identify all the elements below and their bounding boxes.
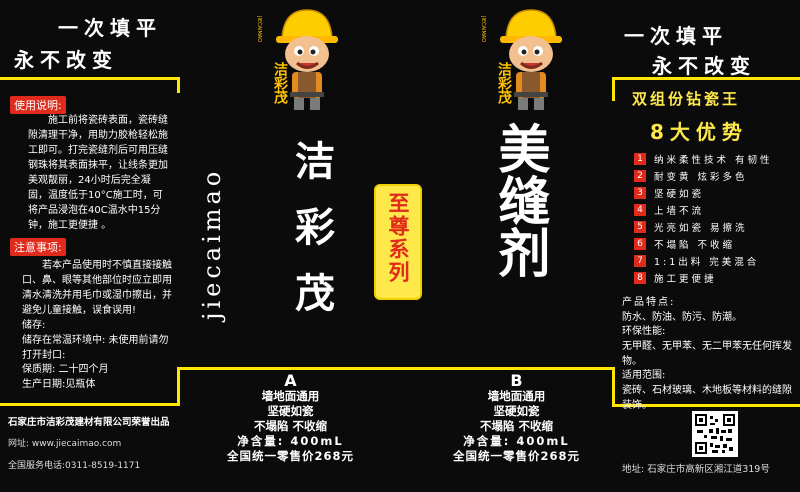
slogan-line1-left: 一次填平 xyxy=(58,16,162,40)
bottle-b-line3: 不塌陷 不收缩 xyxy=(479,419,553,433)
series-text: 至尊系列 xyxy=(386,192,410,284)
env-text: 无甲醛、无甲苯、无二甲苯无任何挥发物。 xyxy=(622,341,792,367)
bottle-b-content: 净含量: 400mL xyxy=(463,434,570,448)
usage-label: 使用说明: xyxy=(10,96,66,114)
advantage-item: 8 施工更便捷 xyxy=(634,270,798,285)
product-title: 美缝剂 xyxy=(489,122,550,278)
series-badge: 至尊系列 xyxy=(374,184,422,300)
frame-bottom-mid xyxy=(177,367,615,370)
frame-bottom-right-v xyxy=(612,367,615,407)
slogan-line2-left: 永不改变 xyxy=(14,48,118,72)
mascot-left: 洁彩茂 JIECAIMAO xyxy=(252,2,352,114)
advantages-list: 1 纳米柔性技术 有韧性 2 耐变黄 炫彩多色 3 坚硬如瓷 4 上墙不流 5 光亮如瓷 … xyxy=(634,151,798,287)
slogan-line1-right: 一次填平 xyxy=(624,24,728,48)
bottle-b-line1: 墙地面通用 xyxy=(487,389,546,403)
frame-top-left xyxy=(0,77,180,80)
company-hotline: 全国服务电话:0311-8519-1171 xyxy=(8,461,141,471)
scope-text: 瓷砖、石材玻璃、木地板等材料的缝隙装饰。 xyxy=(622,385,792,411)
advantage-item: 4 上墙不流 xyxy=(634,202,798,217)
frame-top-right xyxy=(612,77,800,80)
frame-bottom-left-v xyxy=(177,367,180,405)
company-name: 石家庄市洁彩茂建材有限公司荣誉出品 xyxy=(8,417,170,428)
notes-text: 若本产品使用时不慎直接接触口、鼻、眼等其他部位时应立即用清水清洗并用毛巾或湿巾擦… xyxy=(22,260,172,316)
bottle-b-letter: B xyxy=(510,371,523,390)
bottle-a-line3: 不塌陷 不收缩 xyxy=(253,419,327,433)
shelf-life: 保质期: 二十四个月 xyxy=(22,364,109,375)
notes-label: 注意事项: xyxy=(10,238,66,256)
mascot-left-brand: 洁彩茂 xyxy=(272,62,288,104)
bottle-a-content: 净含量: 400mL xyxy=(237,434,344,448)
mascot-right-brand: 洁彩茂 xyxy=(496,62,512,104)
worker-mascot-icon xyxy=(500,9,562,110)
advantage-item: 7 1:1出料 完美混合 xyxy=(634,253,798,268)
advantage-item: 1 纳米柔性技术 有韧性 xyxy=(634,151,798,166)
storage-title: 储存: xyxy=(22,320,46,331)
bottle-b-line2: 坚硬如瓷 xyxy=(493,404,540,418)
qr-code-icon xyxy=(695,414,735,454)
advantage-item: 3 坚硬如瓷 xyxy=(634,185,798,200)
mascot-left-pinyin: JIECAIMAO xyxy=(256,16,262,43)
mascot-right: 洁彩茂 JIECAIMAO xyxy=(476,2,576,114)
env-label: 环保性能: xyxy=(622,326,666,337)
bottle-a-price: 全国统一零售价268元 xyxy=(226,449,354,463)
frame-left-vertical xyxy=(177,77,180,93)
frame-right-vertical xyxy=(612,77,615,101)
mascot-right-pinyin: JIECAIMAO xyxy=(480,16,486,43)
bottle-b-info: B 墙地面通用 坚硬如瓷 不塌陷 不收缩 净含量: 400mL 全国统一零售价2… xyxy=(414,372,619,464)
scope-label: 适用范围: xyxy=(622,370,666,381)
worker-mascot-icon xyxy=(276,9,338,110)
advantages-title1: 双组份钻瓷王 xyxy=(632,90,741,108)
production-date: 生产日期:见瓶体 xyxy=(22,379,96,390)
advantage-item: 6 不塌陷 不收缩 xyxy=(634,236,798,251)
usage-text: 施工前将瓷砖表面，瓷砖缝隙清理干净，用助力胶枪轻松施工即可。打完瓷缝剂后可用压缝… xyxy=(28,115,168,231)
bottle-a-letter: A xyxy=(284,371,297,390)
advantage-item: 5 光亮如瓷 易擦洗 xyxy=(634,219,798,234)
bottle-b-price: 全国统一零售价268元 xyxy=(452,449,580,463)
features-text: 防水、防油、防污、防潮。 xyxy=(622,312,742,323)
advantage-item: 2 耐变黄 炫彩多色 xyxy=(634,168,798,183)
bottle-a-line2: 坚硬如瓷 xyxy=(267,404,314,418)
storage-text: 储存在常温环境中: 未使用前请勿打开封口: xyxy=(22,335,169,361)
features-label: 产品特点: xyxy=(622,297,676,308)
slogan-line2-right: 永不改变 xyxy=(652,54,756,78)
frame-bottom-left xyxy=(0,403,180,406)
vertical-brand-pinyin: jiecaimao xyxy=(198,167,226,320)
bottle-a-info: A 墙地面通用 坚硬如瓷 不塌陷 不收缩 净含量: 400mL 全国统一零售价2… xyxy=(188,372,393,464)
company-address: 地址: 石家庄市高新区湘江道319号 xyxy=(622,464,770,475)
qr-code[interactable] xyxy=(692,411,738,457)
advantages-title2: 8大优势 xyxy=(650,120,748,144)
company-website[interactable]: 网址: www.jiecaimao.com xyxy=(8,439,122,449)
bottle-a-line1: 墙地面通用 xyxy=(261,389,320,403)
frame-bottom-right xyxy=(612,404,800,407)
vertical-brand-name: 洁彩茂 xyxy=(288,140,335,338)
